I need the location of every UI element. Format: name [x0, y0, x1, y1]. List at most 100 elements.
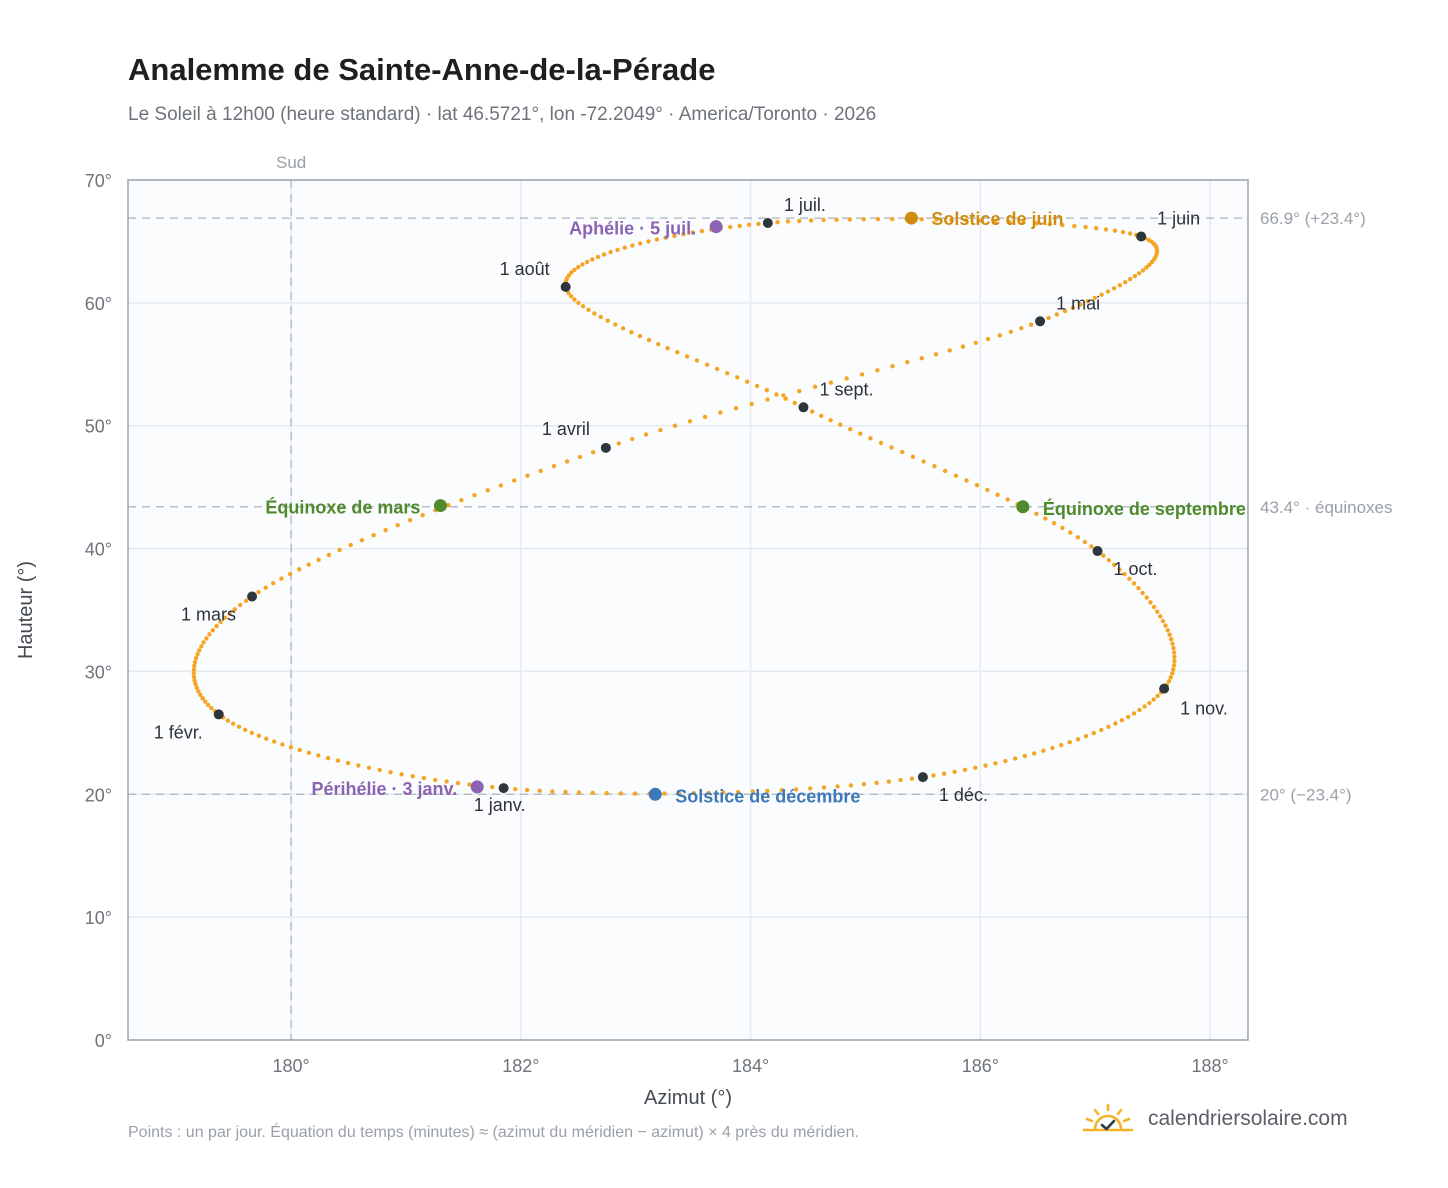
daily-point — [1091, 730, 1097, 736]
daily-point — [1103, 227, 1109, 232]
daily-point — [566, 290, 571, 296]
daily-point — [325, 755, 331, 761]
daily-point — [691, 791, 696, 796]
daily-point — [663, 235, 668, 240]
month-label: 1 juil. — [784, 195, 826, 215]
daily-point — [1119, 718, 1125, 723]
daily-point — [1151, 604, 1157, 610]
daily-point — [1160, 618, 1166, 624]
daily-point — [608, 249, 613, 255]
daily-point — [1113, 721, 1118, 726]
daily-point — [953, 473, 959, 478]
daily-point — [828, 418, 833, 423]
daily-point — [399, 772, 404, 777]
month-label: 1 mai — [1056, 293, 1100, 313]
daily-point — [797, 218, 802, 224]
daily-point — [297, 747, 302, 753]
daily-point — [774, 392, 779, 397]
daily-point — [675, 350, 680, 355]
daily-point — [306, 562, 311, 567]
daily-point — [1022, 753, 1027, 759]
daily-point — [942, 468, 948, 474]
daily-point — [1046, 315, 1051, 321]
daily-point — [1172, 654, 1177, 659]
month-label: 1 sept. — [819, 379, 873, 399]
daily-point — [444, 779, 449, 784]
daily-point — [568, 294, 574, 299]
daily-point — [797, 388, 802, 394]
month-label: 1 oct. — [1114, 559, 1158, 579]
daily-point — [550, 789, 555, 794]
daily-point — [905, 360, 910, 365]
footnote: Points : un par jour. Équation du temps … — [128, 1124, 859, 1141]
altitude-reference-label: 66.9° (+23.4°) — [1260, 209, 1366, 228]
event-marker — [470, 780, 484, 794]
brand[interactable]: calendriersolaire.com — [1082, 1103, 1348, 1135]
daily-point — [889, 445, 894, 450]
daily-point — [525, 787, 530, 793]
daily-point — [1123, 280, 1128, 285]
daily-point — [1068, 530, 1073, 535]
daily-point — [1155, 693, 1160, 699]
daily-point — [1142, 704, 1147, 709]
daily-point — [808, 218, 814, 223]
daily-point — [848, 783, 854, 788]
daily-point — [793, 787, 799, 792]
daily-point — [1106, 724, 1111, 729]
daily-point — [410, 774, 415, 779]
chart-subtitle: Le Soleil à 12h00 (heure standard) · lat… — [128, 104, 877, 125]
daily-point — [844, 376, 849, 381]
daily-point — [1072, 223, 1077, 229]
daily-point — [256, 733, 262, 738]
daily-point — [750, 789, 755, 794]
daily-point — [191, 667, 197, 672]
month-marker — [213, 709, 224, 720]
daily-point — [272, 739, 277, 744]
daily-point — [192, 663, 197, 669]
daily-point — [572, 297, 577, 302]
daily-point — [997, 333, 1002, 338]
daily-point — [590, 257, 595, 262]
daily-point — [662, 791, 667, 796]
x-tick-label: 186° — [962, 1056, 999, 1076]
daily-point — [646, 337, 652, 343]
daily-point — [620, 326, 626, 331]
daily-point — [725, 371, 730, 376]
daily-points — [191, 216, 1177, 796]
daily-point — [1140, 590, 1145, 596]
daily-point — [1148, 600, 1153, 605]
daily-point — [249, 730, 254, 735]
daily-point — [490, 784, 495, 790]
daily-point — [785, 219, 791, 224]
daily-point — [1169, 637, 1174, 642]
daily-point — [735, 375, 740, 380]
daily-point — [1117, 567, 1122, 572]
month-label: 1 déc. — [939, 785, 988, 805]
daily-point — [207, 632, 212, 637]
daily-point — [576, 264, 581, 270]
daily-point — [1128, 276, 1133, 282]
daily-point — [672, 233, 677, 239]
daily-point — [446, 503, 451, 508]
daily-point — [1051, 521, 1057, 526]
daily-point — [783, 396, 788, 401]
daily-point — [919, 217, 924, 222]
y-tick-label: 60° — [85, 294, 112, 314]
daily-point — [1136, 586, 1141, 591]
daily-point — [756, 221, 761, 227]
daily-point — [684, 354, 690, 359]
daily-point — [808, 786, 813, 791]
daily-point — [538, 468, 543, 474]
daily-point — [694, 358, 700, 363]
daily-point — [672, 423, 678, 428]
daily-point — [459, 498, 464, 503]
daily-point — [643, 432, 649, 437]
daily-point — [1127, 576, 1132, 581]
daily-point — [812, 384, 818, 389]
daily-point — [326, 552, 332, 558]
daily-point — [584, 259, 590, 265]
south-label: Sud — [276, 153, 306, 172]
daily-point — [638, 241, 643, 246]
daily-point — [835, 784, 840, 789]
daily-point — [238, 602, 243, 608]
